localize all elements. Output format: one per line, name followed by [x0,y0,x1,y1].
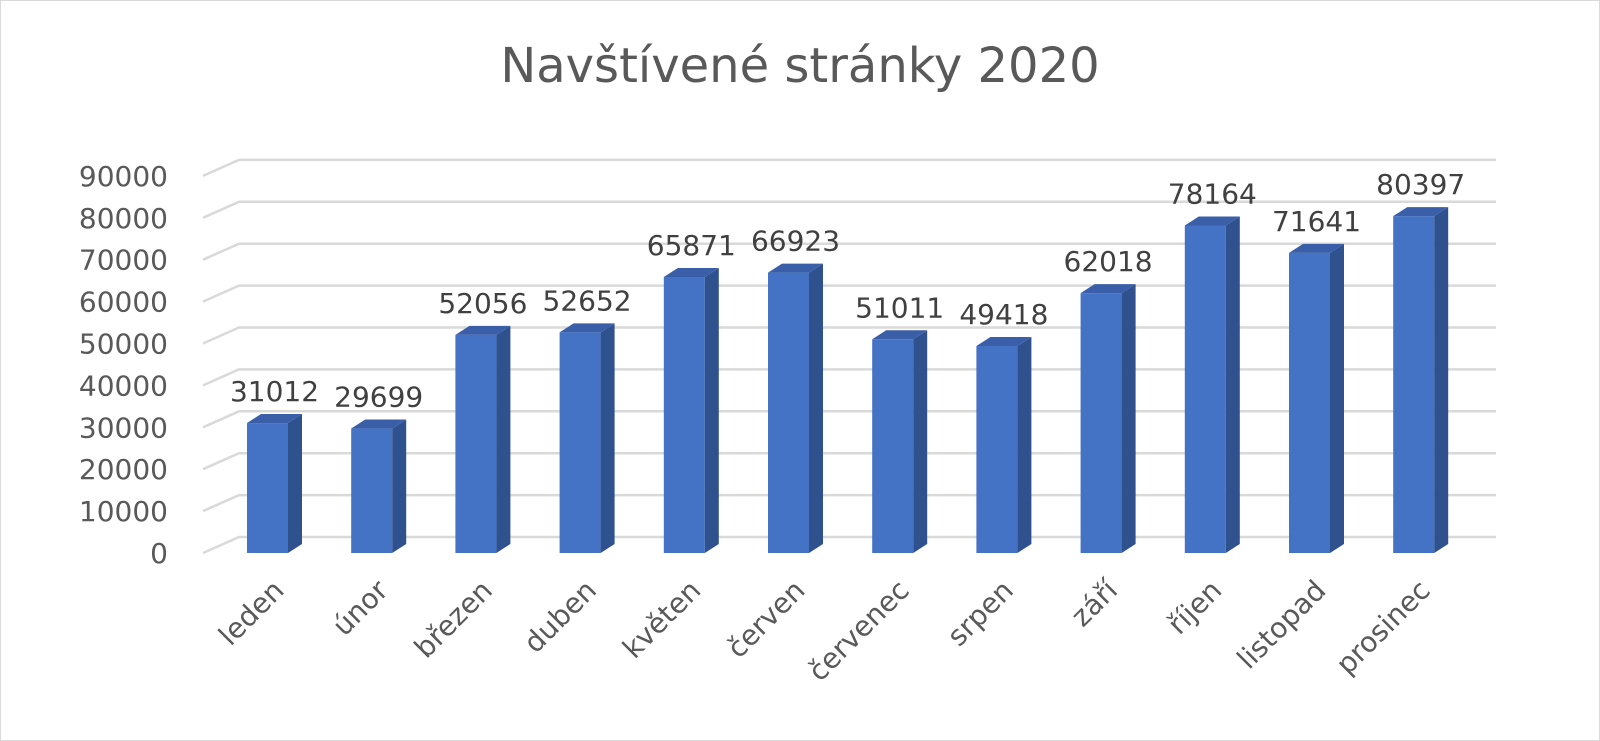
bar-říjen [1184,225,1226,553]
data-label: 62018 [1064,245,1153,278]
chart-title: Navštívené stránky 2020 [500,38,1100,94]
y-tick-label: 10000 [79,495,168,528]
bar-leden [247,423,288,553]
x-category-label: leden [212,574,290,652]
data-label: 52652 [543,284,632,317]
data-labels: 31012 29699 52056 52652 65871 66923 51011 49418… [230,168,1465,413]
y-tick-label: 0 [150,537,168,570]
x-category-label: říjen [1161,574,1228,641]
x-category-label: červen [720,574,811,665]
bar-top [1289,243,1344,253]
bar-side [1330,243,1344,553]
y-tick-label: 70000 [79,244,168,277]
gridline [202,493,1496,513]
y-tick-label: 80000 [79,202,168,235]
bar-top [663,268,719,278]
gridline [202,368,1496,387]
data-label: 80397 [1376,168,1465,201]
bar-side [1017,336,1032,553]
x-category-label: září [1065,573,1125,633]
gridline [202,451,1496,471]
gridline [202,410,1496,429]
bar-side [704,268,719,553]
bar-únor [351,428,393,553]
data-label: 49418 [959,298,1048,331]
y-tick-label: 40000 [79,369,168,402]
bar-top [1393,207,1449,217]
x-category-label: květen [616,574,707,665]
y-tick-label: 60000 [79,286,168,319]
bar-side [809,263,823,553]
bar-side [913,330,928,553]
data-label: 52056 [438,287,527,320]
x-axis-labels: leden únor březen duben květen červenčervenec… [212,573,1437,688]
bar-top [976,336,1032,346]
bar-top [872,330,928,340]
bar-top [768,263,823,273]
bar-side [1121,284,1136,553]
bar-top [1184,216,1240,226]
bar-duben [559,332,601,553]
data-label: 29699 [334,381,423,414]
gridline [202,242,1496,261]
bar-side [600,323,615,553]
data-label: 31012 [230,375,319,408]
bars [247,207,1449,553]
bar-prosinec [1393,216,1435,553]
y-tick-label: 30000 [79,411,168,444]
x-category-label: březen [408,574,499,665]
bar-srpen [976,345,1018,553]
bar-side [1225,216,1240,553]
bar-side [392,419,407,553]
bar-top [247,414,302,424]
data-label: 66923 [751,225,840,258]
x-category-label: únor [326,573,395,642]
y-tick-label: 90000 [79,160,168,193]
x-category-label: prosinec [1329,574,1436,681]
gridline [202,535,1496,555]
bar-top [559,323,615,333]
gridline [202,284,1496,303]
bar-listopad [1289,252,1330,553]
gridlines [202,158,1496,555]
y-tick-label: 50000 [79,328,168,361]
data-label: 78164 [1168,177,1257,210]
data-label: 51011 [855,291,944,324]
bar-top [1080,284,1136,294]
bar-side [288,414,302,553]
bar-červen [768,272,809,553]
bar-březen [455,334,497,553]
x-category-label: červenec [802,574,916,688]
y-axis-ticks: 0 10000 20000 30000 40000 50000 60000 70000 8000… [79,160,168,570]
bar-květen [663,277,705,553]
gridline [202,326,1496,345]
data-label: 71641 [1272,205,1361,238]
bar-červenec [872,339,914,553]
bar-září [1080,293,1122,553]
bar-top [455,325,511,335]
x-category-label: listopad [1231,574,1333,676]
data-label: 65871 [647,229,736,262]
bar-side [1434,207,1449,553]
gridline [202,200,1496,219]
gridline [202,158,1496,178]
y-tick-label: 20000 [79,453,168,486]
bar-top [351,419,407,429]
x-category-label: srpen [941,574,1020,653]
bar-side [496,325,511,553]
x-category-label: duben [517,574,603,660]
